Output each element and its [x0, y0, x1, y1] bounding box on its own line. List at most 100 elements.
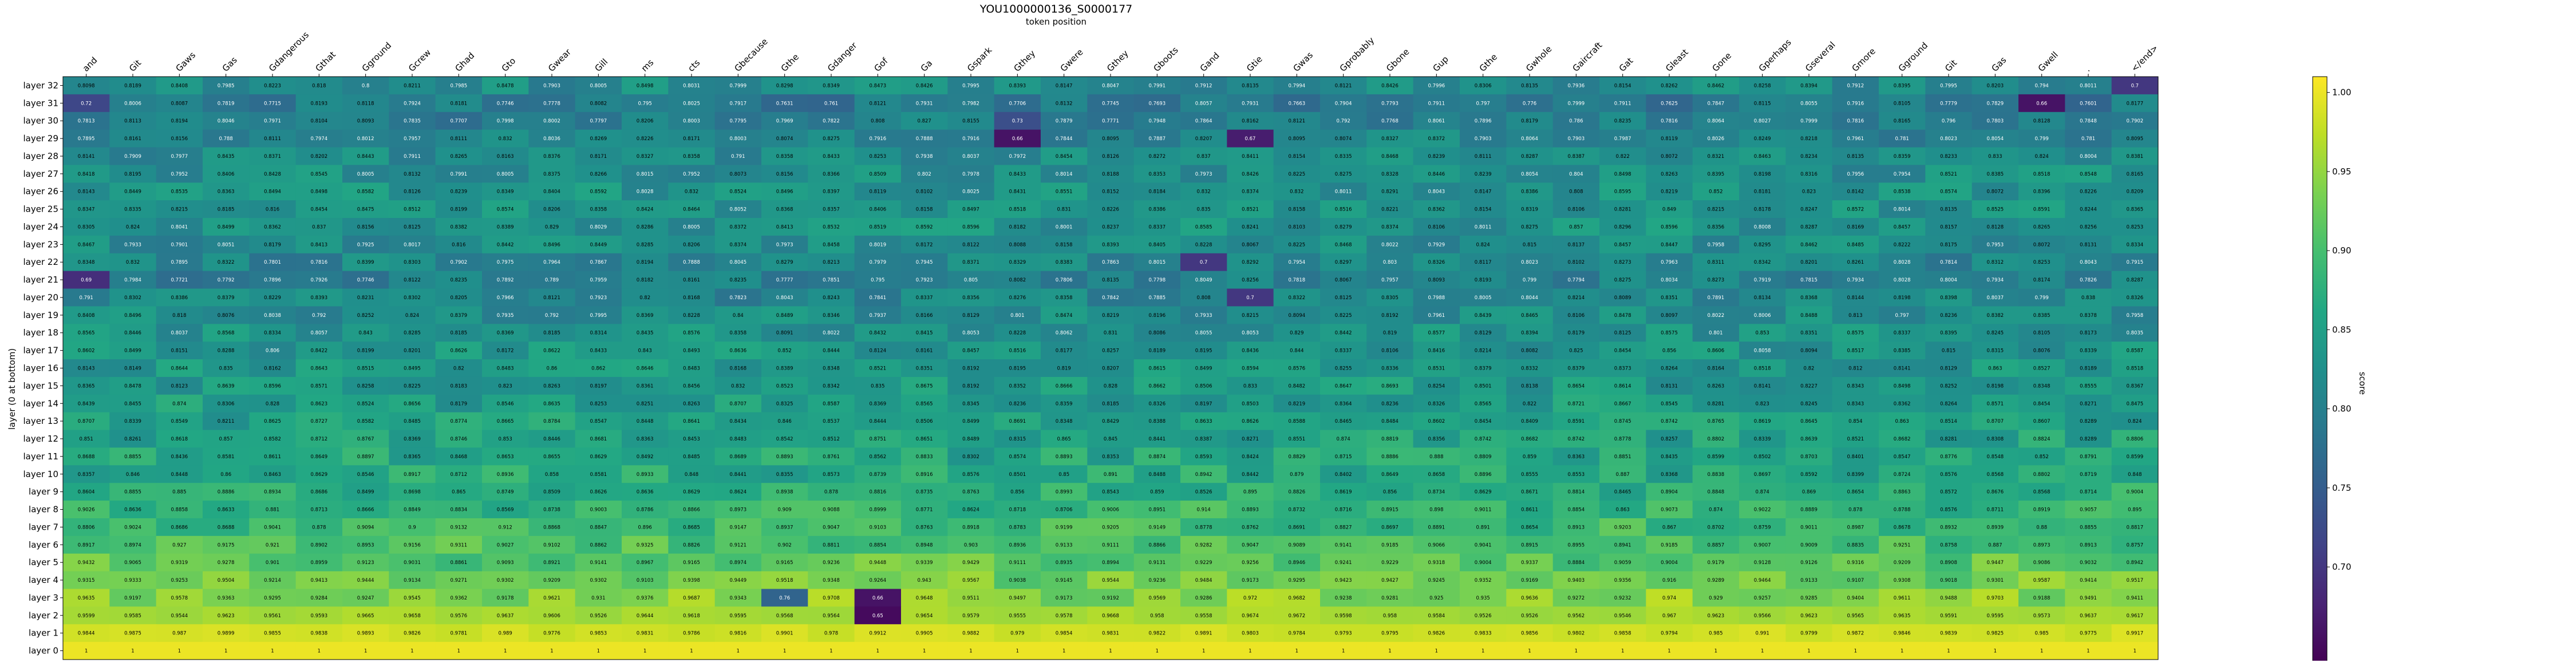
cell-value-label: 0.8575 [1847, 331, 1864, 336]
cell-value-label: 0.8574 [1940, 189, 1957, 195]
cell-value-label: 0.8379 [450, 313, 467, 319]
heatmap-cell [1413, 288, 1460, 307]
cell-value-label: 0.8196 [1148, 313, 1165, 319]
cell-value-label: 0.9585 [124, 613, 141, 619]
heatmap-cell [994, 324, 1041, 342]
cell-value-label: 0.801 [1709, 331, 1722, 336]
heatmap-cell [1925, 182, 1973, 201]
cell-value-label: 0.9271 [450, 578, 467, 583]
cell-value-label: 0.8485 [683, 454, 700, 460]
cell-value-label: 0.838 [2081, 295, 2095, 301]
cell-value-label: 0.8478 [1614, 313, 1631, 319]
cell-value-label: 0.8854 [869, 542, 886, 548]
heatmap-cell [947, 94, 995, 113]
cell-value-label: 0.8387 [1195, 436, 1212, 442]
cell-value-label: 0.8581 [590, 472, 607, 478]
cell-value-label: 0.9855 [264, 631, 281, 637]
y-tick-label: layer 0 [29, 646, 58, 656]
heatmap-cell [156, 324, 203, 342]
cell-value-label: 0.8633 [1195, 419, 1212, 424]
y-tick-label: layer 9 [29, 487, 58, 497]
cell-value-label: 0.8129 [1475, 331, 1492, 336]
cell-value-label: 0.8336 [1381, 366, 1398, 372]
colorbar-tick-label: 0.75 [2332, 483, 2351, 493]
cell-value-label: 0.9251 [1894, 542, 1911, 548]
cell-value-label: 0.7864 [1195, 118, 1212, 124]
cell-value-label: 0.8275 [823, 136, 840, 142]
heatmap-cell [1599, 147, 1646, 165]
cell-value-label: 0.815 [1942, 348, 1955, 354]
cell-value-label: 0.8015 [637, 172, 654, 177]
cell-value-label: 0.8279 [1335, 224, 1352, 230]
heatmap-cell [2065, 306, 2112, 324]
heatmap-cell [295, 271, 343, 289]
cell-value-label: 0.7663 [1288, 101, 1305, 106]
heatmap-cell [1320, 218, 1367, 236]
cell-value-label: 0.9319 [171, 560, 188, 566]
cell-value-label: 0.9449 [729, 578, 746, 583]
cell-value-label: 0.9831 [637, 631, 654, 637]
cell-value-label: 0.8194 [171, 118, 188, 124]
heatmap-cell [1552, 342, 1600, 360]
cell-value-label: 0.8264 [1661, 366, 1678, 372]
x-tick-label: ms [639, 57, 656, 74]
cell-value-label: 0.9004 [2126, 490, 2143, 495]
cell-value-label: 0.818 [312, 83, 326, 89]
cell-value-label: 0.8902 [310, 542, 327, 548]
cell-value-label: 0.8247 [1800, 207, 1818, 213]
cell-value-label: 0.9009 [1800, 542, 1818, 548]
heatmap-cell [994, 306, 1041, 324]
cell-value-label: 0.8499 [357, 490, 374, 495]
cell-value-label: 0.9444 [357, 578, 374, 583]
cell-value-label: 0.9284 [310, 595, 327, 601]
cell-value-label: 0.8315 [1986, 348, 2004, 354]
cell-value-label: 1 [1109, 649, 1112, 654]
heatmap-cell [1087, 94, 1135, 113]
heatmap-cell [668, 94, 716, 113]
cell-value-label: 0.8835 [1847, 542, 1864, 548]
heatmap-cell [156, 288, 203, 307]
cell-value-label: 1 [1202, 649, 1205, 654]
heatmap-cell [156, 77, 203, 95]
cell-value-label: 0.8287 [1521, 154, 1538, 160]
cell-value-label: 0.8428 [264, 172, 281, 177]
heatmap-cell [2111, 147, 2159, 165]
cell-value-label: 0.903 [964, 542, 978, 548]
cell-value-label: 0.8199 [450, 207, 467, 213]
cell-value-label: 0.8599 [1707, 454, 1724, 460]
heatmap-cell [761, 342, 808, 360]
cell-value-label: 0.7978 [962, 172, 979, 177]
cell-value-label: 0.8198 [1894, 295, 1911, 301]
cell-value-label: 0.9526 [590, 613, 607, 619]
cell-value-label: 0.8398 [1940, 295, 1957, 301]
cell-value-label: 0.8439 [78, 401, 95, 407]
cell-value-label: 0.8647 [1335, 383, 1352, 389]
heatmap-cell [63, 147, 110, 165]
heatmap-cell [808, 288, 855, 307]
cell-value-label: 0.8749 [497, 490, 514, 495]
cell-value-label: 0.8786 [637, 507, 654, 513]
cell-value-label: 1 [457, 649, 460, 654]
cell-value-label: 0.7964 [543, 260, 560, 265]
x-tick-label: Gspark [965, 45, 994, 73]
cell-value-label: 0.8088 [1009, 242, 1026, 248]
heatmap-cell [482, 324, 529, 342]
cell-value-label: 0.8361 [637, 383, 654, 389]
y-tick-label: layer 17 [23, 346, 59, 356]
colorbar-tick-label: 0.95 [2332, 166, 2351, 177]
cell-value-label: 0.8665 [497, 419, 514, 424]
cell-value-label: 0.8132 [404, 172, 421, 177]
cell-value-label: 0.7911 [404, 154, 421, 160]
heatmap-cell [901, 306, 948, 324]
heatmap-cell [808, 112, 855, 130]
cell-value-label: 0.878 [824, 490, 838, 495]
cell-value-label: 0.66 [2036, 101, 2047, 106]
heatmap-cell [1413, 94, 1460, 113]
heatmap-cell [854, 129, 902, 148]
heatmap-cell [2111, 342, 2159, 360]
heatmap-cell [1087, 129, 1135, 148]
heatmap-cell [1413, 235, 1460, 254]
heatmap-cell [482, 306, 529, 324]
cell-value-label: 0.8854 [1567, 507, 1585, 513]
cell-value-label: 0.8014 [1056, 172, 1073, 177]
